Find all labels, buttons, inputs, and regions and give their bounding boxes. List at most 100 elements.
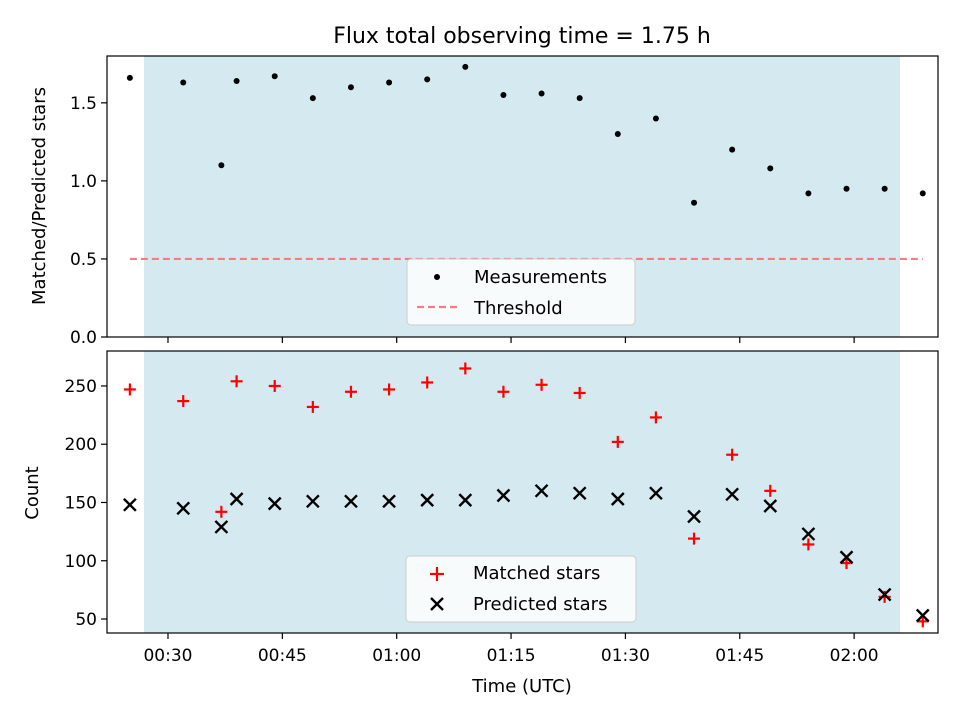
top-y-axis: 0.0 0.5 1.0 1.5: [70, 94, 107, 348]
x-tick-label: 01:30: [601, 646, 650, 666]
x-tick-label: 01:45: [715, 646, 764, 666]
matched-star-point: [916, 615, 929, 628]
matched-star-point: [688, 532, 701, 545]
top-y-tick-label: 0.5: [70, 250, 97, 270]
measurement-point: [919, 190, 926, 197]
measurement-point: [729, 146, 736, 153]
measurement-point: [180, 79, 187, 86]
measurement-point: [386, 79, 393, 86]
measurement-point: [881, 185, 888, 192]
matched-star-point: [177, 395, 190, 408]
predicted-star-point: [649, 486, 663, 501]
bottom-panel: 50 100 150 200 250 00:30 00:45 01:00 01:15 01:30…: [22, 350, 939, 697]
bottom-y-tick-label: 50: [75, 610, 97, 630]
top-y-tick-label: 0.0: [70, 328, 97, 348]
top-y-tick-label: 1.0: [70, 172, 97, 192]
predicted-star-point: [610, 492, 625, 506]
predicted-star-point: [382, 494, 396, 509]
matched-star-point: [421, 376, 434, 389]
matched-star-point: [764, 484, 777, 497]
legend-threshold-label: Threshold: [473, 298, 563, 319]
legend-measurements-label: Measurements: [474, 267, 607, 288]
measurement-point: [271, 73, 278, 80]
top-legend-box: [406, 258, 636, 326]
x-tick-label: 00:30: [143, 646, 192, 666]
bottom-axes-frame: [106, 350, 939, 634]
matched-star-point: [230, 375, 243, 388]
bottom-y-tick-label: 250: [65, 377, 97, 397]
measurement-point: [500, 92, 507, 99]
matched-star-point: [123, 383, 136, 396]
measurement-point: [767, 165, 774, 172]
bottom-legend: Matched stars Predicted stars: [405, 555, 637, 623]
measurement-point: [462, 63, 469, 70]
x-tick-label: 01:15: [487, 646, 536, 666]
bottom-x-axis: 00:30 00:45 01:00 01:15 01:30 01:45 02:00: [143, 633, 879, 666]
measurement-point: [805, 190, 812, 197]
measurement-point: [576, 95, 583, 102]
top-axes-frame: [106, 55, 939, 338]
predicted-star-point: [305, 494, 320, 509]
matched-star-point: [535, 378, 548, 391]
matched-star-point: [802, 538, 815, 551]
matched-star-point: [215, 505, 228, 518]
predicted-star-point: [344, 494, 358, 509]
chart-title: Flux total observing time = 1.75 h: [333, 24, 711, 49]
measurement-point: [424, 76, 431, 83]
predicted-star-point: [839, 550, 854, 565]
bottom-plot-area: [123, 362, 930, 628]
matched-star-point: [383, 383, 396, 396]
measurement-point: [218, 162, 225, 169]
measurement-point: [652, 115, 659, 122]
measurement-point: [691, 199, 698, 206]
predicted-star-point: [229, 492, 244, 506]
predicted-star-point: [915, 608, 930, 623]
predicted-star-point: [763, 499, 778, 513]
bottom-y-tick-label: 200: [65, 435, 97, 455]
top-legend: Measurements Threshold: [406, 258, 636, 326]
predicted-star-point: [725, 487, 740, 502]
legend-matched-label: Matched stars: [473, 563, 600, 584]
predicted-star-point: [214, 520, 229, 534]
legend-matched-marker: [430, 567, 444, 581]
x-tick-label: 01:00: [372, 646, 421, 666]
bottom-legend-box: [405, 555, 637, 623]
legend-predicted-label: Predicted stars: [473, 594, 607, 615]
matched-star-point: [611, 435, 624, 448]
measurement-point: [309, 95, 316, 102]
predicted-star-point: [420, 493, 435, 508]
predicted-star-point: [534, 483, 549, 498]
bottom-y-tick-label: 150: [65, 493, 97, 513]
matched-star-point: [344, 385, 357, 398]
matched-star-point: [649, 411, 662, 424]
x-tick-label: 00:45: [258, 646, 307, 666]
matched-star-point: [497, 385, 510, 398]
matched-star-point: [268, 379, 281, 392]
predicted-star-point: [687, 509, 701, 524]
measurement-point: [843, 185, 850, 192]
measurement-point: [347, 84, 354, 91]
top-y-axis-label: Matched/Predicted stars: [29, 87, 50, 305]
matched-star-point: [726, 448, 739, 461]
legend-measurements-marker: [434, 274, 440, 280]
x-tick-label: 02:00: [830, 646, 879, 666]
top-x-axis: [167, 337, 855, 343]
predicted-star-point: [458, 493, 473, 508]
top-panel: Flux total observing time = 1.75 h 0.00.…: [29, 24, 939, 348]
matched-star-point: [840, 557, 853, 570]
predicted-star-point: [496, 488, 511, 503]
x-axis-label: Time (UTC): [471, 676, 572, 697]
predicted-star-point: [801, 527, 816, 541]
bottom-y-axis: 50 100 150 200 250: [65, 377, 107, 630]
bottom-y-tick-label: 100: [65, 552, 97, 572]
measurement-point: [126, 74, 133, 81]
matched-star-point: [306, 400, 319, 413]
legend-predicted-marker: [430, 597, 444, 611]
predicted-star-point: [877, 587, 892, 602]
predicted-star-point: [176, 501, 191, 516]
measurement-point: [233, 77, 240, 84]
top-y-tick-label: 1.5: [70, 94, 97, 114]
matched-star-point: [573, 386, 586, 399]
matched-star-point: [459, 362, 472, 375]
